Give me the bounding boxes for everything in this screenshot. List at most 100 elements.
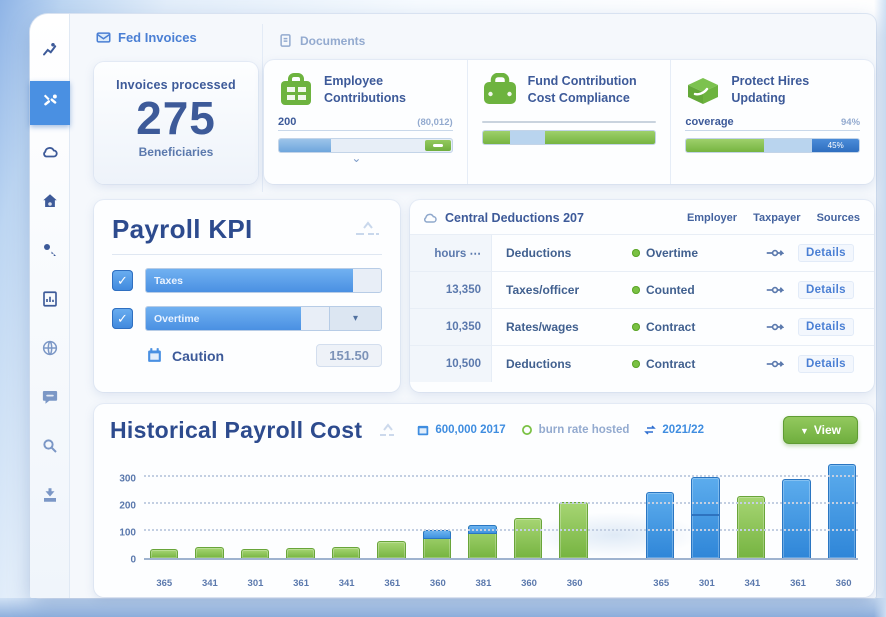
y-tick-label: 300: [119, 474, 136, 485]
swap-chip-label: 2021/22: [662, 424, 704, 436]
x-tick-label: 301: [241, 578, 270, 589]
period-chip[interactable]: 600,000 2017: [416, 423, 505, 437]
chart-y-axis: 0100200300: [110, 456, 144, 574]
summary-card-title: Fund ContributionCost Compliance: [528, 73, 637, 107]
chart-bar: [828, 464, 856, 558]
view-button-label: View: [814, 423, 841, 437]
chart-bar: [514, 518, 542, 558]
app-window: Fed Invoices Documents Invoices processe…: [30, 14, 876, 598]
details-link[interactable]: Details: [798, 355, 854, 373]
divider: [112, 254, 382, 255]
status-dot-icon: [632, 360, 640, 368]
swap-chip[interactable]: 2021/22: [643, 423, 704, 437]
stat-subtitle: Beneficiaries: [94, 145, 258, 159]
summary-card-metric: 200: [278, 116, 296, 128]
tools-icon: [41, 92, 59, 115]
details-link[interactable]: Details: [798, 318, 854, 336]
search-icon: [41, 437, 59, 460]
table-column-header[interactable]: Sources: [817, 212, 860, 224]
link-arrow-icon[interactable]: [752, 358, 798, 370]
x-tick-label: 361: [784, 578, 813, 589]
x-tick-label: 361: [287, 578, 316, 589]
kpi-footer-label: Caution: [172, 348, 224, 364]
calendar-icon: [416, 423, 430, 437]
row-description: Rates/wages: [492, 320, 632, 334]
sidebar-item-key[interactable]: [30, 232, 70, 272]
summary-progress-bar: [482, 130, 657, 145]
summary-card-3: Protect HiresUpdatingcoverage94%45%: [670, 60, 874, 184]
briefcase2-icon: [482, 73, 518, 107]
report-icon: [41, 290, 59, 313]
table-row: 10,500DeductionsContractDetails: [410, 345, 874, 382]
sidebar-item-search[interactable]: [30, 428, 70, 468]
view-button[interactable]: ▼ View: [783, 416, 858, 444]
tab-fed-invoices[interactable]: Fed Invoices: [96, 30, 197, 45]
tab-documents[interactable]: Documents: [278, 33, 365, 48]
summary-card-title: EmployeeContributions: [324, 73, 406, 107]
row-status: Counted: [632, 283, 752, 297]
summary-card-1: EmployeeContributions200(80,012)⌄: [264, 60, 467, 184]
chart-bar: [377, 541, 405, 558]
chart-bar: [737, 496, 765, 558]
chevron-down-icon: ▼: [800, 426, 809, 436]
link-arrow-icon[interactable]: [752, 321, 798, 333]
sidebar-item-report[interactable]: [30, 281, 70, 321]
row-description: Taxes/officer: [492, 283, 632, 297]
briefcase-icon: [278, 73, 314, 107]
summary-card-metric: coverage: [685, 116, 733, 128]
checkbox-checked[interactable]: ✓: [112, 308, 133, 329]
link-arrow-icon[interactable]: [752, 247, 798, 259]
table-row: hours ⋯DeductionsOvertimeDetails: [410, 234, 874, 271]
progress-segment: [545, 131, 656, 144]
home-icon: [41, 192, 59, 215]
status-chip: burn rate hosted: [520, 423, 630, 437]
deductions-table-panel: Central Deductions 207 EmployerTaxpayerS…: [410, 200, 874, 392]
x-tick-label: 365: [150, 578, 179, 589]
progress-segment: 45%: [812, 139, 859, 152]
summary-cards-row: EmployeeContributions200(80,012)⌄Fund Co…: [264, 60, 874, 184]
sidebar-item-chat[interactable]: [30, 379, 70, 419]
row-amount: 10,350: [410, 309, 492, 345]
chat-icon: [41, 388, 59, 411]
stat-value: 275: [94, 92, 258, 145]
x-tick-label: 360: [424, 578, 453, 589]
sidebar-item-activity[interactable]: [30, 32, 70, 72]
row-amount: hours ⋯: [410, 235, 492, 271]
progress-action-button[interactable]: [425, 140, 451, 151]
details-link[interactable]: Details: [798, 244, 854, 262]
kpi-progress-bar: Overtime▾: [145, 306, 382, 331]
row-description: Deductions: [492, 246, 632, 260]
table-column-header[interactable]: Employer: [687, 212, 737, 224]
cloud-upload-icon: [352, 220, 382, 240]
bar-divider: [692, 514, 718, 516]
tab-documents-label: Documents: [300, 34, 365, 48]
sidebar-item-home[interactable]: [30, 183, 70, 223]
row-amount: 13,350: [410, 272, 492, 308]
invoices-stat-card: Invoices processed 275 Beneficiaries: [94, 62, 258, 184]
activity-icon: [41, 41, 59, 64]
kpi-dropdown[interactable]: ▾: [329, 307, 381, 330]
progress-segment: [483, 131, 511, 144]
row-status: Contract: [632, 357, 752, 371]
x-tick-label: 360: [515, 578, 544, 589]
sidebar-item-download[interactable]: [30, 477, 70, 517]
table-column-header[interactable]: Taxpayer: [753, 212, 801, 224]
divider: [262, 24, 263, 192]
chart-bar: [150, 549, 178, 558]
status-dot-icon: [632, 249, 640, 257]
sidebar-item-cloud[interactable]: [30, 134, 70, 174]
cloud-icon: [422, 210, 438, 226]
bar-cap: [423, 530, 451, 539]
chevron-down-icon[interactable]: ⌄: [278, 154, 453, 164]
details-link[interactable]: Details: [798, 281, 854, 299]
kpi-panel-title: Payroll KPI: [112, 214, 253, 245]
globe-icon: [41, 339, 59, 362]
checkbox-checked[interactable]: ✓: [112, 270, 133, 291]
chart-bar: [782, 479, 810, 558]
x-tick-label: 360: [560, 578, 589, 589]
sidebar-item-payroll-tools[interactable]: [30, 81, 70, 125]
sidebar-item-globe[interactable]: [30, 330, 70, 370]
kpi-row-1: ✓Taxes: [112, 268, 382, 293]
link-arrow-icon[interactable]: [752, 284, 798, 296]
summary-progress-bar: 45%: [685, 138, 860, 153]
